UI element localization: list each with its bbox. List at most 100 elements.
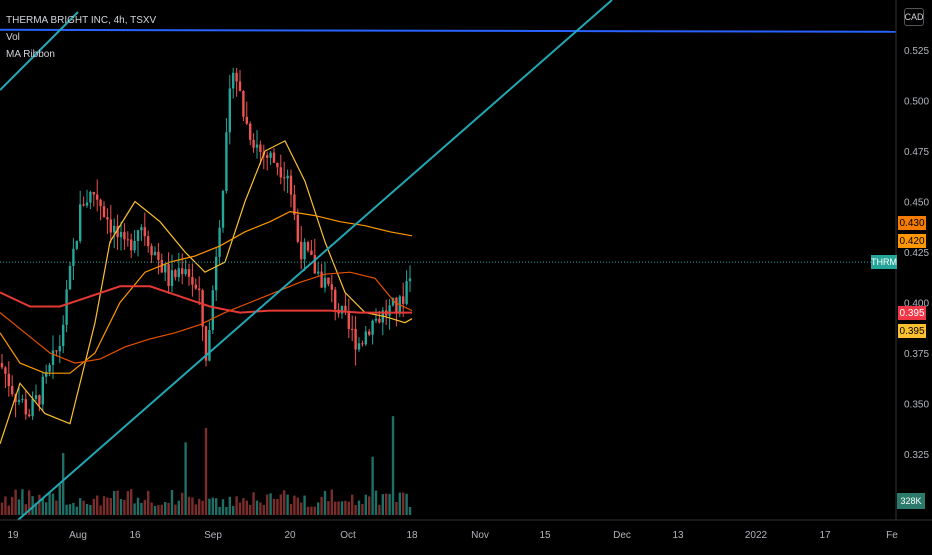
volume-bar — [89, 505, 92, 515]
candle-body — [242, 91, 245, 117]
candle-body — [99, 199, 102, 207]
volume-bar — [191, 497, 194, 515]
volume-bar — [242, 498, 245, 515]
candle-body — [11, 386, 14, 395]
candle-body — [334, 289, 337, 310]
volume-bar — [276, 499, 279, 515]
candle-body — [306, 242, 310, 251]
volume-bar — [58, 484, 61, 515]
volume-bar — [323, 491, 327, 515]
volume-bar — [221, 499, 225, 515]
volume-bar — [347, 501, 350, 515]
candle-body — [327, 277, 330, 285]
volume-bar — [334, 501, 337, 515]
volume-bar — [17, 499, 21, 515]
candle-body — [82, 204, 85, 206]
candle-body — [211, 290, 214, 331]
candle-body — [181, 268, 184, 275]
candle-body — [136, 230, 140, 241]
candle-body — [266, 155, 269, 158]
candle-body — [303, 242, 306, 260]
x-tick-label: Oct — [340, 530, 356, 541]
candle-body — [374, 318, 378, 321]
currency-badge[interactable]: CAD — [904, 8, 924, 26]
legend-vol[interactable]: Vol — [6, 32, 20, 43]
volume-bar — [300, 502, 303, 515]
volume-bar — [174, 504, 177, 515]
volume-bar — [65, 504, 68, 515]
candle-body — [126, 239, 129, 241]
volume-bar — [249, 504, 252, 515]
volume-bar — [38, 494, 41, 515]
horizontal-line — [0, 28, 897, 33]
candle-body — [276, 162, 279, 168]
volume-bar — [259, 502, 262, 515]
candle-body — [157, 251, 160, 260]
volume-bar — [85, 504, 89, 515]
candle-body — [245, 116, 248, 124]
candle-body — [187, 269, 191, 277]
volume-tag: 328K — [897, 493, 925, 509]
volume-bar — [204, 427, 208, 515]
candle-body — [113, 225, 116, 233]
volume-bar — [187, 496, 191, 515]
volume-bar — [218, 506, 221, 515]
volume-bar — [116, 490, 119, 515]
candle-body — [218, 227, 221, 257]
volume-bar — [55, 500, 58, 515]
x-tick-label: 2022 — [745, 530, 768, 541]
volume-bar — [7, 505, 10, 515]
volume-bar — [136, 497, 140, 515]
candle-body — [340, 305, 344, 314]
ma-ribbon-line-1 — [0, 210, 413, 374]
volume-bar — [130, 489, 133, 515]
volume-bar — [150, 502, 153, 515]
candle-body — [354, 328, 357, 350]
candle-body — [41, 376, 44, 405]
candle-body — [102, 206, 106, 218]
x-tick-label: 13 — [672, 530, 684, 541]
candle-body — [65, 289, 68, 325]
volume-bar — [215, 498, 218, 515]
candle-body — [402, 296, 405, 304]
volume-bar — [238, 502, 242, 515]
candle-body — [286, 175, 289, 179]
volume-bar — [72, 502, 75, 515]
candle-body — [140, 227, 143, 231]
legend-ma-ribbon[interactable]: MA Ribbon — [6, 49, 55, 60]
candle-body — [79, 204, 82, 242]
candle-body — [109, 219, 112, 233]
candle-body — [119, 232, 123, 238]
candle-body — [72, 248, 75, 266]
volume-bar — [378, 504, 381, 515]
volume-bar — [293, 495, 296, 515]
volume-bar — [153, 505, 157, 515]
candle-body — [221, 191, 225, 228]
volume-bar — [272, 498, 276, 515]
volume-bar — [147, 490, 150, 515]
legend-title[interactable]: THERMA BRIGHT INC, 4h, TSXV — [6, 15, 157, 26]
volume-bar — [255, 500, 259, 515]
candle-body — [170, 270, 174, 286]
candle-body — [364, 331, 367, 345]
trendline-short — [0, 11, 79, 91]
candle-body — [184, 269, 187, 275]
volume-bar — [368, 496, 371, 515]
candle-body — [368, 331, 371, 335]
volume-bar — [225, 506, 228, 515]
candle-body — [310, 250, 313, 256]
candle-body — [177, 268, 180, 278]
candle-body — [167, 264, 170, 286]
volume-bar — [48, 493, 51, 515]
candle-body — [194, 284, 197, 289]
candle-body — [191, 276, 194, 285]
candle-body — [300, 241, 303, 260]
x-tick-label: Sep — [204, 530, 222, 541]
volume-bar — [357, 500, 361, 515]
candle-body — [89, 191, 92, 203]
ma-ribbon-line-3 — [0, 285, 412, 314]
volume-bar — [286, 494, 289, 515]
volume-bar — [235, 496, 238, 515]
